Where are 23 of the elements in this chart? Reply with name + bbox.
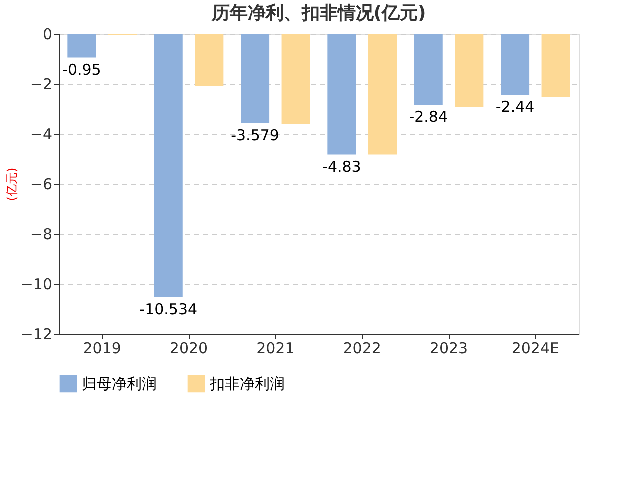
x-tick-label: 2021 — [256, 340, 295, 358]
y-tick-label: 0 — [42, 26, 52, 44]
x-tick-label: 2024E — [512, 340, 560, 358]
legend-label: 扣非净利润 — [209, 374, 285, 393]
y-tick-label: −2 — [30, 76, 52, 94]
data-label: -2.44 — [496, 98, 535, 116]
chart-title: 历年净利、扣非情况(亿元) — [210, 3, 426, 24]
data-label: -10.534 — [140, 300, 198, 318]
x-tick-label: 2019 — [83, 340, 122, 358]
y-tick-label: −8 — [30, 226, 52, 244]
y-tick-label: −12 — [20, 326, 52, 344]
data-label: -0.95 — [62, 60, 102, 79]
y-tick-label: −10 — [20, 276, 52, 294]
data-label: -3.579 — [231, 126, 280, 144]
y-tick-label: −6 — [30, 176, 52, 194]
data-label: -4.83 — [322, 158, 362, 176]
x-tick-label: 2020 — [170, 340, 208, 358]
x-tick-label: 2022 — [343, 340, 382, 358]
data-label: -2.84 — [409, 108, 448, 126]
legend-label: 归母净利润 — [82, 374, 157, 393]
x-tick-label: 2023 — [430, 340, 468, 358]
y-tick-label: −4 — [30, 126, 52, 144]
y-axis-title: (亿元) — [4, 168, 19, 202]
